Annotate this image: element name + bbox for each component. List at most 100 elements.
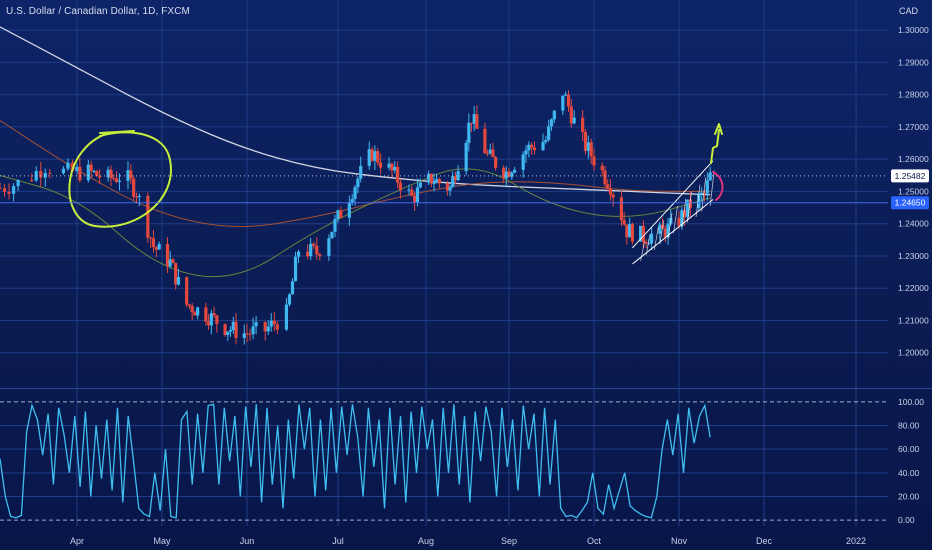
candle-up	[451, 176, 455, 187]
candle-up	[547, 126, 551, 140]
candle-down	[589, 142, 593, 157]
candle-up	[242, 333, 246, 338]
candle-up	[43, 172, 47, 178]
candle-up	[544, 139, 548, 142]
channel-hatch	[701, 177, 707, 212]
price-tag-label: 1.25482	[895, 171, 926, 181]
candle-down	[410, 189, 414, 196]
candle-down	[248, 333, 252, 335]
candle-down	[30, 179, 34, 181]
candle-down	[185, 276, 189, 305]
candle-down	[622, 220, 626, 225]
candle-up	[359, 165, 363, 179]
candle-up	[287, 294, 292, 305]
candle-up	[226, 331, 230, 336]
candle-down	[376, 151, 380, 163]
candle-down	[677, 217, 681, 227]
candle-up	[541, 141, 545, 151]
candle-up	[209, 313, 213, 326]
highlight-ellipse-drawing	[68, 131, 172, 228]
candle-down	[115, 178, 119, 183]
candle-down	[625, 224, 629, 238]
candle-down	[174, 263, 178, 285]
candle-up	[92, 170, 96, 172]
candle-down	[641, 225, 645, 242]
candle-up	[628, 224, 632, 238]
x-tick-label: Apr	[70, 536, 84, 546]
candle-down	[7, 191, 11, 194]
candle-up	[456, 171, 460, 181]
oscillator-tick-label: 40.00	[898, 468, 920, 478]
candle-up	[639, 225, 643, 242]
candle-up	[11, 186, 16, 194]
y-tick-label: 1.21000	[898, 315, 929, 325]
candle-up	[561, 95, 565, 111]
channel-hatch	[653, 227, 659, 250]
candle-up	[353, 187, 357, 199]
candle-up	[488, 149, 492, 154]
candle-up	[254, 322, 258, 327]
candle-down	[190, 305, 194, 313]
candle-down	[453, 176, 458, 181]
candle-down	[193, 312, 197, 316]
pink-bracket-drawing	[712, 171, 724, 201]
candle-down	[2, 188, 7, 192]
candle-up	[524, 150, 528, 155]
candle-down	[688, 199, 692, 208]
candle-down	[502, 167, 506, 179]
candle-down	[315, 245, 319, 255]
price-tag	[891, 196, 929, 210]
x-tick-label: Aug	[418, 536, 434, 546]
candle-down	[78, 166, 82, 181]
candle-up	[464, 142, 468, 172]
oscillator-tick-label: 0.00	[898, 515, 915, 525]
candle-up	[196, 307, 200, 316]
channel-hatch	[645, 234, 651, 256]
candle-up	[649, 233, 654, 244]
candle-down	[530, 144, 534, 148]
candle-up	[117, 180, 122, 183]
candle-up	[472, 114, 476, 124]
candle-down	[306, 251, 310, 257]
candle-up	[564, 94, 568, 96]
candle-up	[697, 193, 701, 208]
candle-up	[293, 256, 298, 282]
candle-up	[432, 182, 436, 184]
candle-down	[413, 195, 417, 203]
candle-up	[330, 231, 334, 239]
candle-down	[600, 165, 604, 171]
x-tick-label: Jun	[240, 536, 255, 546]
candle-down	[223, 324, 227, 336]
candle-down	[603, 170, 607, 185]
candle-down	[275, 324, 279, 330]
candle-up	[61, 168, 66, 174]
channel-hatch	[640, 241, 645, 261]
candle-down	[702, 192, 707, 194]
candle-down	[263, 322, 267, 332]
price-tag-label: 1.24650	[895, 198, 926, 208]
candle-up	[251, 326, 255, 335]
candle-down	[48, 172, 52, 174]
candle-up	[106, 169, 110, 178]
x-tick-label: Jul	[332, 536, 344, 546]
candle-down	[132, 178, 136, 197]
channel-hatch	[687, 191, 692, 223]
candle-down	[272, 320, 276, 325]
candle-down	[569, 106, 573, 124]
y-tick-label: 1.25000	[898, 186, 929, 196]
y-tick-label: 1.24000	[898, 219, 929, 229]
candle-down	[154, 247, 158, 250]
candle-up	[269, 320, 273, 327]
candle-up	[284, 304, 289, 330]
x-tick-label: Nov	[671, 536, 688, 546]
candle-up	[658, 224, 662, 234]
candle-up	[137, 195, 141, 197]
moving-average-line	[0, 120, 711, 228]
candle-down	[566, 94, 571, 107]
candle-down	[630, 224, 634, 242]
candle-down	[532, 147, 537, 151]
y-tick-label: 1.26000	[898, 154, 929, 164]
candle-down	[187, 304, 192, 306]
